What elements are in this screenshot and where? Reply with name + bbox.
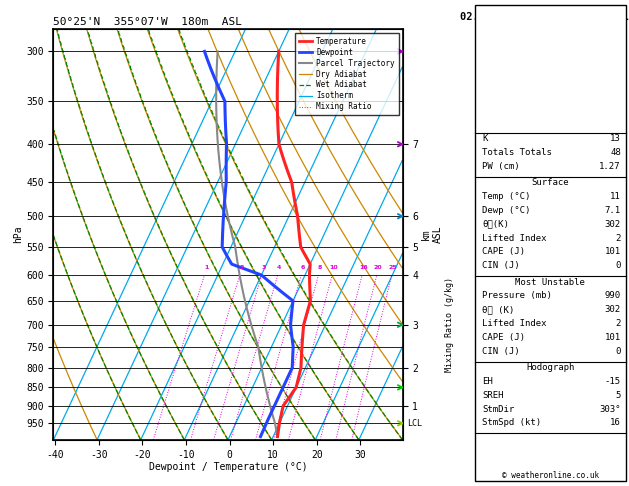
Text: StmDir: StmDir [482, 405, 515, 414]
Text: 10: 10 [330, 264, 338, 270]
Text: 2: 2 [239, 264, 243, 270]
X-axis label: Dewpoint / Temperature (°C): Dewpoint / Temperature (°C) [148, 462, 308, 472]
Text: 48: 48 [610, 148, 621, 157]
Text: 5: 5 [615, 391, 621, 400]
Text: StmSpd (kt): StmSpd (kt) [482, 418, 542, 428]
Text: CAPE (J): CAPE (J) [482, 247, 525, 257]
Text: 6: 6 [301, 264, 305, 270]
Text: Dewp (°C): Dewp (°C) [482, 206, 531, 215]
Text: CIN (J): CIN (J) [482, 347, 520, 356]
Text: 0: 0 [615, 347, 621, 356]
Text: CIN (J): CIN (J) [482, 261, 520, 270]
Text: EH: EH [482, 377, 493, 386]
Y-axis label: km
ASL: km ASL [421, 226, 443, 243]
Legend: Temperature, Dewpoint, Parcel Trajectory, Dry Adiabat, Wet Adiabat, Isotherm, Mi: Temperature, Dewpoint, Parcel Trajectory… [295, 33, 399, 115]
Text: Lifted Index: Lifted Index [482, 233, 547, 243]
Text: Temp (°C): Temp (°C) [482, 192, 531, 201]
Text: kt: kt [501, 23, 512, 33]
Text: K: K [482, 134, 488, 143]
Text: 3: 3 [261, 264, 265, 270]
Y-axis label: hPa: hPa [13, 226, 23, 243]
Text: SREH: SREH [482, 391, 504, 400]
Text: 8: 8 [318, 264, 322, 270]
Text: 2: 2 [615, 233, 621, 243]
Text: LCL: LCL [407, 419, 421, 428]
Text: 1: 1 [204, 264, 208, 270]
Text: θᴇ (K): θᴇ (K) [482, 305, 515, 314]
Text: 303°: 303° [599, 405, 621, 414]
Text: 0: 0 [615, 261, 621, 270]
Text: 25: 25 [389, 264, 398, 270]
Text: Mixing Ratio (g/kg): Mixing Ratio (g/kg) [445, 278, 454, 372]
Text: 302: 302 [604, 220, 621, 229]
Text: 4: 4 [277, 264, 282, 270]
Text: © weatheronline.co.uk: © weatheronline.co.uk [502, 471, 599, 480]
Text: Hodograph: Hodograph [526, 363, 574, 372]
Text: 302: 302 [604, 305, 621, 314]
Text: CAPE (J): CAPE (J) [482, 333, 525, 342]
Text: 1.27: 1.27 [599, 162, 621, 171]
Text: θᴇ(K): θᴇ(K) [482, 220, 509, 229]
Text: 20: 20 [374, 264, 382, 270]
Text: -15: -15 [604, 377, 621, 386]
Text: Most Unstable: Most Unstable [515, 278, 586, 287]
Text: Pressure (mb): Pressure (mb) [482, 292, 552, 300]
Text: 16: 16 [610, 418, 621, 428]
Text: 13: 13 [610, 134, 621, 143]
Text: 50°25'N  355°07'W  180m  ASL: 50°25'N 355°07'W 180m ASL [53, 17, 242, 27]
Text: 101: 101 [604, 333, 621, 342]
Text: Surface: Surface [532, 178, 569, 187]
Text: 11: 11 [610, 192, 621, 201]
Text: 990: 990 [604, 292, 621, 300]
Text: Lifted Index: Lifted Index [482, 319, 547, 328]
Text: 7.1: 7.1 [604, 206, 621, 215]
Text: 16: 16 [359, 264, 368, 270]
Text: PW (cm): PW (cm) [482, 162, 520, 171]
Text: 02.06.2024  00GMT  (Base: 12): 02.06.2024 00GMT (Base: 12) [460, 12, 629, 22]
Text: 2: 2 [615, 319, 621, 328]
Text: Totals Totals: Totals Totals [482, 148, 552, 157]
Text: 101: 101 [604, 247, 621, 257]
